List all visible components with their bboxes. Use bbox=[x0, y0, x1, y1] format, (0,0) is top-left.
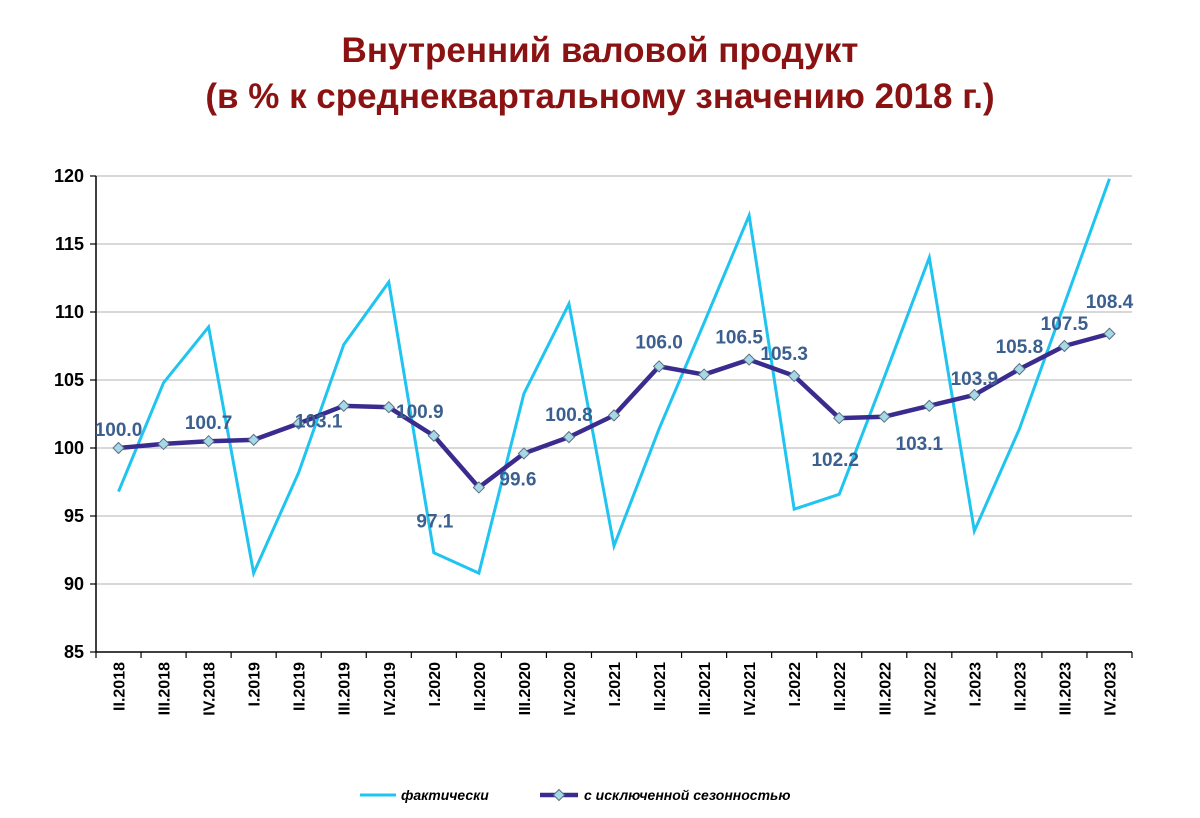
x-tick-label: IV.2023 bbox=[1102, 662, 1119, 716]
x-tick-label: II.2019 bbox=[292, 662, 309, 711]
x-tick-label: III.2022 bbox=[877, 662, 894, 715]
x-tick-label: II.2022 bbox=[832, 662, 849, 711]
data-label: 97.1 bbox=[416, 511, 453, 532]
legend-marker-seasonally-adjusted bbox=[552, 788, 566, 802]
x-tick-label: I.2023 bbox=[967, 662, 984, 707]
data-point-marker bbox=[382, 400, 395, 414]
series-line-actual bbox=[117, 178, 1111, 579]
data-label: 105.8 bbox=[996, 337, 1044, 358]
x-tick-label: III.2019 bbox=[337, 662, 354, 715]
legend: фактически с исключенной сезонностью bbox=[360, 787, 790, 803]
x-tick-label: II.2021 bbox=[652, 662, 669, 711]
x-tick-label: IV.2020 bbox=[562, 662, 579, 716]
x-tick-label: I.2020 bbox=[427, 662, 444, 707]
data-point-marker bbox=[1013, 362, 1026, 376]
x-tick-label: III.2018 bbox=[157, 662, 174, 715]
y-tick-label: 110 bbox=[55, 302, 84, 322]
data-label: 102.2 bbox=[811, 450, 859, 471]
y-tick-label: 90 bbox=[64, 574, 84, 594]
data-point-marker bbox=[562, 430, 576, 444]
data-label: 100.0 bbox=[95, 420, 143, 441]
data-label: 103.9 bbox=[951, 369, 999, 390]
series bbox=[112, 178, 1116, 579]
data-labels: 100.0 100.7 103.1 100.9 97.1 99.6 100.8 106.0 10… bbox=[95, 292, 1134, 533]
x-tick-label: III.2020 bbox=[517, 662, 534, 715]
x-tick-label: III.2023 bbox=[1057, 662, 1074, 715]
x-tick-label: III.2021 bbox=[697, 662, 714, 715]
data-point-marker bbox=[112, 441, 125, 455]
data-point-marker bbox=[1103, 327, 1116, 340]
x-tick-label: IV.2022 bbox=[922, 662, 939, 716]
data-label: 103.1 bbox=[295, 412, 343, 433]
legend-label-seasonally-adjusted: с исключенной сезонностью bbox=[584, 787, 790, 803]
x-tick-label: IV.2019 bbox=[382, 662, 399, 716]
chart-title-block: Внутренний валовой продукт (в % к средне… bbox=[0, 28, 1200, 120]
data-label: 105.3 bbox=[760, 344, 808, 365]
y-tick-label: 115 bbox=[55, 234, 84, 254]
data-point-marker bbox=[833, 411, 846, 425]
x-tick-label: IV.2021 bbox=[742, 662, 759, 716]
data-point-marker bbox=[1058, 339, 1071, 353]
data-label: 100.7 bbox=[185, 413, 233, 434]
data-point-marker bbox=[247, 433, 260, 447]
x-tick-label: I.2019 bbox=[247, 662, 264, 707]
data-point-marker bbox=[742, 353, 756, 366]
data-label: 106.0 bbox=[635, 332, 683, 353]
x-tick-label: IV.2018 bbox=[202, 662, 219, 716]
y-tick-label: 100 bbox=[54, 438, 84, 458]
data-point-marker bbox=[697, 368, 711, 381]
data-label: 99.6 bbox=[499, 469, 536, 490]
data-point-marker bbox=[517, 447, 531, 460]
axes: 85 90 95 100 105 110 115 120 II.2018 III.2018 IV.2… bbox=[54, 166, 1133, 716]
x-tick-label: I.2021 bbox=[607, 662, 624, 707]
x-tick-label: I.2022 bbox=[787, 662, 804, 707]
data-point-marker bbox=[968, 388, 981, 402]
x-tick-label: II.2023 bbox=[1012, 662, 1029, 711]
data-label: 107.5 bbox=[1041, 314, 1089, 335]
data-point-marker bbox=[923, 399, 936, 413]
data-point-marker bbox=[427, 429, 441, 442]
y-tick-label: 95 bbox=[64, 506, 84, 526]
chart-subtitle: (в % к среднеквартальному значению 2018 … bbox=[205, 77, 995, 116]
data-point-marker bbox=[157, 437, 170, 451]
y-tick-label: 120 bbox=[54, 166, 84, 186]
data-point-marker bbox=[472, 481, 486, 494]
data-label: 103.1 bbox=[896, 434, 944, 455]
data-label: 100.9 bbox=[396, 402, 444, 423]
data-point-marker bbox=[337, 399, 350, 413]
data-point-marker bbox=[878, 410, 891, 423]
y-tick-label: 85 bbox=[64, 642, 84, 662]
chart-title: Внутренний валовой продукт bbox=[341, 31, 859, 70]
x-tick-label: II.2018 bbox=[112, 662, 129, 711]
x-tick-label: II.2020 bbox=[472, 662, 489, 711]
data-point-marker bbox=[202, 434, 215, 448]
data-point-marker bbox=[607, 409, 621, 422]
data-label: 100.8 bbox=[545, 405, 593, 426]
y-tick-label: 105 bbox=[54, 370, 84, 390]
legend-label-actual: фактически bbox=[401, 787, 489, 803]
data-point-marker bbox=[652, 360, 666, 373]
data-label: 106.5 bbox=[715, 328, 763, 349]
data-point-marker bbox=[787, 369, 801, 383]
data-label: 108.4 bbox=[1086, 292, 1134, 313]
data-point-marker bbox=[292, 417, 305, 430]
